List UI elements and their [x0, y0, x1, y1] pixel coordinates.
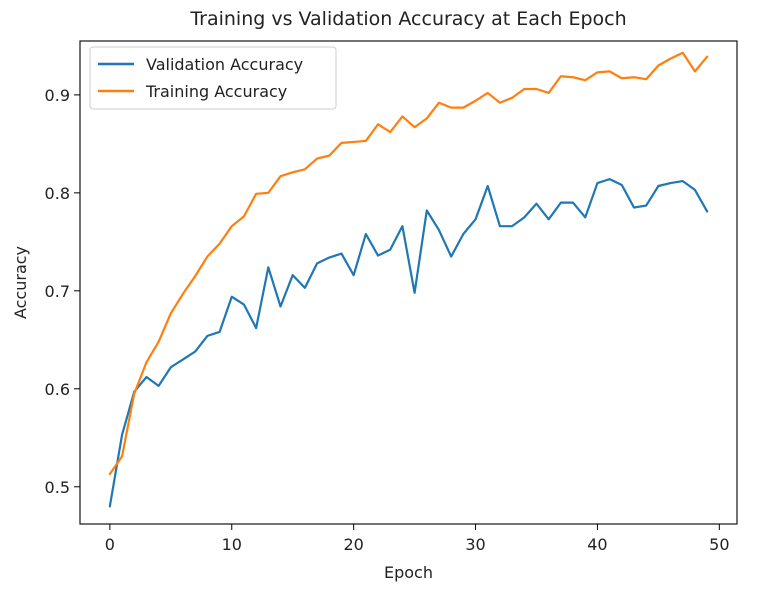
x-tick-label: 0: [105, 535, 115, 554]
x-tick-label: 30: [465, 535, 485, 554]
plot-area: 0 10 20 30 40 50 0.5 0.6 0.7 0.8 0.9 Validation Acc…: [45, 40, 738, 554]
legend-label: Validation Accuracy: [146, 55, 303, 74]
series-line-training-accuracy: [108, 51, 709, 476]
y-tick-label: 0.5: [45, 478, 70, 497]
x-tick-label: 20: [343, 535, 363, 554]
y-axis-label: Accuracy: [11, 246, 30, 319]
y-tick-label: 0.8: [45, 184, 70, 203]
x-tick-label: 50: [709, 535, 729, 554]
legend-label: Training Accuracy: [145, 82, 287, 101]
y-tick-label: 0.9: [45, 86, 70, 105]
y-tick-label: 0.6: [45, 380, 70, 399]
series-line-validation-accuracy: [108, 178, 709, 508]
x-axis-label: Epoch: [384, 563, 433, 582]
legend-box: [89, 46, 337, 110]
plot-frame: [79, 40, 738, 525]
x-tick-label: 40: [587, 535, 607, 554]
chart-title: Training vs Validation Accuracy at Each …: [189, 8, 626, 30]
x-tick-label: 10: [222, 535, 242, 554]
y-tick-label: 0.7: [45, 282, 70, 301]
